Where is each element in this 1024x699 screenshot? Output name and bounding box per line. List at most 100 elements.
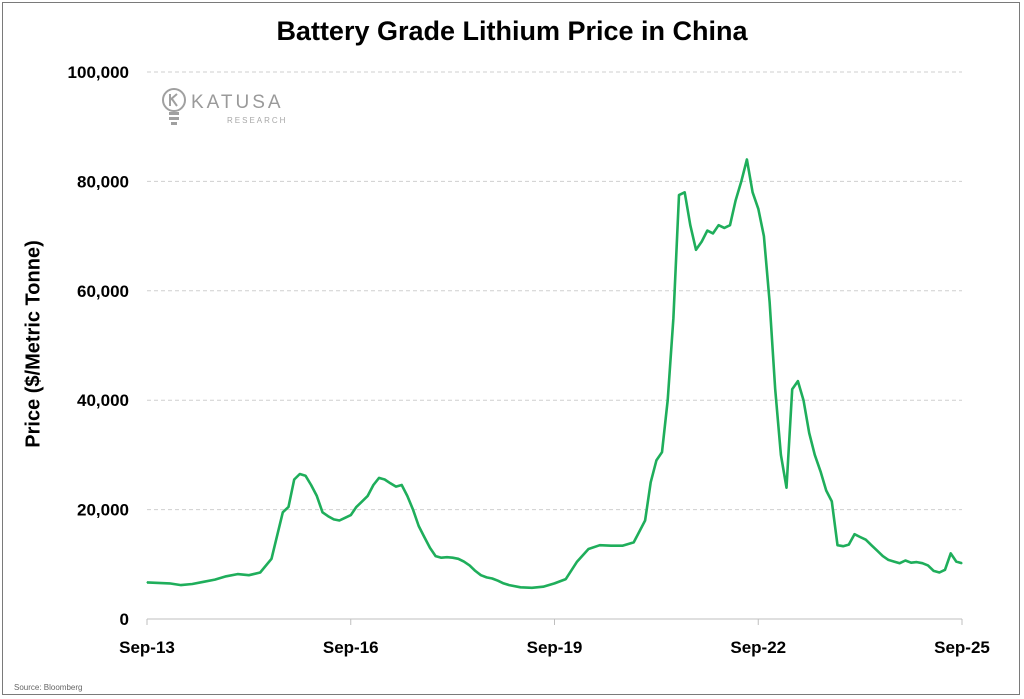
data-point	[825, 489, 827, 492]
data-point	[248, 574, 250, 576]
data-point	[304, 475, 307, 477]
source-note: Source: Bloomberg	[14, 683, 83, 692]
data-point	[751, 191, 754, 193]
data-point	[418, 525, 420, 527]
data-point	[746, 158, 748, 161]
data-point	[474, 570, 476, 572]
data-point	[384, 478, 386, 481]
data-point	[485, 576, 488, 579]
data-point	[378, 477, 380, 479]
data-point	[321, 511, 324, 513]
data-point	[893, 560, 895, 563]
x-tick-label: Sep-22	[730, 638, 786, 657]
data-point	[695, 249, 697, 251]
lightbulb-icon	[162, 88, 186, 125]
data-point	[355, 506, 358, 508]
data-point	[718, 224, 720, 226]
data-point	[310, 484, 312, 486]
data-point	[672, 317, 674, 319]
data-point	[706, 230, 708, 232]
data-point	[859, 536, 861, 538]
data-point	[333, 518, 335, 521]
x-tick-label: Sep-25	[934, 638, 990, 657]
data-point	[191, 583, 193, 585]
data-point	[287, 506, 290, 508]
data-point	[542, 586, 544, 588]
data-point	[865, 539, 867, 541]
y-tick-labels: 0 20,000 40,000 60,000 80,000 100,000	[68, 63, 129, 629]
data-point	[882, 555, 884, 557]
data-point	[440, 557, 442, 559]
data-point	[576, 560, 578, 563]
data-point	[955, 560, 957, 563]
data-point	[423, 536, 425, 538]
data-point	[768, 301, 771, 303]
data-point	[848, 544, 850, 546]
data-point	[667, 399, 669, 401]
series-group	[146, 158, 963, 590]
x-tick-label: Sep-16	[323, 638, 379, 657]
data-point	[293, 478, 295, 481]
data-point	[763, 235, 765, 237]
data-point	[621, 545, 624, 547]
data-point	[927, 564, 929, 566]
data-point	[938, 571, 940, 574]
data-point	[587, 548, 590, 550]
data-point	[412, 509, 414, 511]
data-point	[225, 575, 227, 577]
data-point	[933, 570, 935, 572]
data-point	[202, 581, 205, 583]
data-point	[944, 569, 946, 571]
data-point	[457, 558, 459, 560]
data-point	[389, 482, 391, 484]
data-point	[916, 561, 918, 563]
data-point	[950, 552, 952, 554]
data-point	[395, 486, 397, 488]
data-point	[316, 495, 318, 497]
data-point	[452, 557, 454, 559]
data-point	[259, 571, 261, 574]
data-point	[157, 582, 159, 584]
y-tick-label: 0	[120, 610, 129, 629]
data-point	[502, 582, 505, 585]
data-point	[712, 232, 714, 234]
data-point	[406, 495, 408, 497]
data-point	[791, 388, 793, 390]
data-point	[650, 481, 652, 483]
data-point	[633, 541, 635, 544]
data-point	[729, 224, 731, 226]
data-point	[401, 484, 403, 486]
data-point	[887, 559, 890, 561]
data-point	[904, 559, 907, 562]
data-point	[508, 584, 510, 586]
data-point	[429, 547, 431, 549]
data-point	[367, 495, 369, 497]
data-point	[723, 227, 725, 229]
data-point	[282, 511, 284, 513]
data-point	[780, 454, 782, 456]
data-point	[740, 180, 742, 182]
data-point	[802, 399, 805, 401]
data-point	[735, 199, 737, 202]
data-point	[689, 224, 691, 226]
data-point	[350, 514, 352, 516]
data-point	[327, 515, 329, 517]
data-point	[610, 545, 612, 547]
data-point	[146, 581, 148, 583]
data-point	[678, 194, 680, 196]
data-point	[701, 240, 703, 243]
data-point	[519, 586, 522, 588]
y-tick-label: 40,000	[77, 391, 129, 410]
data-point	[870, 544, 873, 546]
data-point	[372, 484, 374, 486]
y-tick-label: 60,000	[77, 282, 129, 301]
data-point	[921, 562, 923, 564]
series-line	[146, 158, 963, 590]
x-tick-label: Sep-13	[119, 638, 175, 657]
data-point	[169, 582, 171, 585]
y-tick-label: 80,000	[77, 172, 129, 191]
data-point	[876, 550, 878, 552]
data-point	[814, 454, 816, 456]
data-point	[644, 519, 646, 522]
